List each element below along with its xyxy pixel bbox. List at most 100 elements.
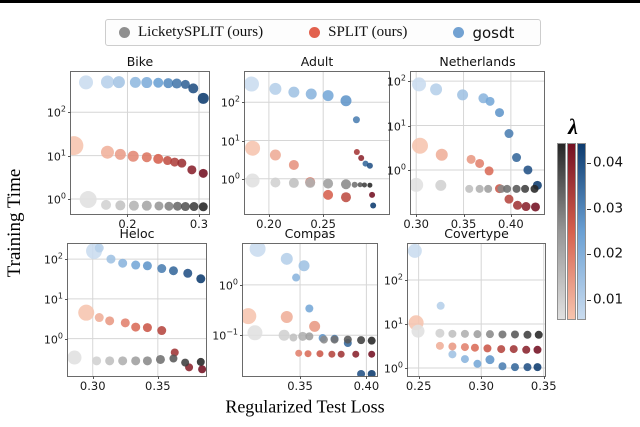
y-tick-mark: [242, 178, 245, 180]
data-point: [475, 158, 485, 168]
y-tick-mark: [242, 102, 245, 104]
y-tick-label: 10−1: [212, 327, 238, 343]
data-point: [298, 260, 310, 272]
data-point: [448, 329, 457, 338]
x-tick-label: 0.30: [79, 379, 106, 393]
data-point: [164, 201, 174, 211]
colorbar-strip-gray: [557, 143, 566, 320]
data-point: [114, 148, 126, 160]
subplot-adult: Adult 0.20 0.25 102 101 100: [221, 54, 390, 230]
data-point: [368, 350, 376, 358]
data-point: [367, 336, 376, 345]
data-point: [484, 166, 494, 176]
data-point: [411, 177, 424, 192]
data-point: [196, 357, 205, 366]
data-point: [198, 168, 208, 178]
gosdt-dot-icon: [453, 27, 465, 38]
data-point: [448, 342, 457, 351]
plot-canvas: [68, 244, 206, 376]
data-point: [498, 362, 507, 371]
data-point: [157, 264, 167, 274]
data-point: [280, 311, 293, 324]
data-point: [319, 335, 328, 344]
data-point: [101, 199, 112, 210]
data-point: [411, 324, 425, 338]
data-point: [170, 157, 180, 167]
data-point: [352, 116, 360, 124]
data-point: [460, 355, 469, 364]
data-point: [142, 261, 152, 271]
x-tick-label: 0.30: [468, 379, 494, 393]
data-point: [485, 96, 495, 106]
data-point: [247, 325, 263, 341]
legend-item-split: SPLIT (ours): [309, 24, 407, 41]
y-tick-label: 100: [46, 191, 66, 207]
legend-label: gosdt: [472, 23, 515, 42]
x-tick-label: 0.3: [189, 217, 209, 231]
data-point: [188, 83, 199, 94]
subplot-heloc: Heloc 0.30 0.35 102 101 100: [44, 226, 207, 392]
data-point: [177, 158, 187, 168]
data-point: [245, 140, 261, 156]
x-tick-mark: [418, 376, 420, 379]
data-point: [322, 90, 334, 102]
data-point: [430, 83, 443, 96]
x-tick-label: 0.40: [353, 379, 380, 393]
data-point: [100, 145, 114, 159]
colorbar-tick-label: 0.01: [593, 291, 624, 308]
data-point: [92, 356, 102, 366]
data-point: [457, 89, 469, 101]
y-tick-mark: [408, 169, 411, 171]
x-tick-label: 0.25: [405, 379, 432, 393]
x-tick-label: 0.35: [450, 217, 477, 231]
data-point: [366, 162, 373, 169]
data-point: [412, 77, 427, 92]
data-point: [245, 173, 260, 188]
data-point: [131, 356, 141, 366]
data-point: [367, 369, 376, 376]
data-point: [510, 363, 519, 372]
data-point: [497, 345, 506, 354]
data-point: [473, 359, 482, 368]
data-point: [131, 322, 141, 332]
data-point: [435, 341, 444, 350]
split-dot-icon: [309, 27, 321, 38]
y-tick-mark: [405, 324, 408, 326]
data-point: [171, 78, 182, 89]
data-point: [187, 165, 197, 175]
data-point: [141, 77, 153, 89]
x-tick-mark: [92, 376, 94, 379]
data-point: [183, 268, 193, 278]
data-point: [105, 316, 115, 326]
data-point: [475, 184, 484, 193]
data-point: [94, 313, 104, 323]
data-point: [79, 75, 94, 90]
data-point: [534, 330, 543, 339]
subplot-title: Adult: [300, 54, 334, 69]
data-point: [340, 95, 352, 107]
top-rule: [0, 0, 640, 3]
y-tick-mark: [65, 338, 68, 340]
y-tick-label: 101: [383, 316, 403, 332]
data-point: [170, 348, 179, 357]
data-point: [485, 330, 494, 339]
data-point: [305, 304, 314, 313]
x-tick-label: 0.25: [310, 217, 336, 231]
data-point: [295, 349, 303, 357]
data-point: [340, 179, 351, 190]
y-tick-mark: [68, 155, 71, 157]
licketysplit-dot-icon: [119, 27, 130, 38]
legend: LicketySPLIT (ours) SPLIT (ours) gosdt: [105, 19, 541, 46]
data-point: [484, 184, 493, 193]
y-tick-mark: [408, 81, 411, 83]
data-point: [305, 332, 314, 341]
data-point: [270, 177, 281, 188]
data-point: [435, 328, 445, 338]
data-point: [189, 202, 199, 212]
colorbar-tick-label: 0.03: [593, 199, 624, 216]
data-point: [357, 336, 366, 345]
y-tick-label: 100: [218, 277, 238, 293]
data-point: [512, 200, 522, 210]
data-point: [298, 331, 308, 341]
data-point: [316, 350, 324, 358]
